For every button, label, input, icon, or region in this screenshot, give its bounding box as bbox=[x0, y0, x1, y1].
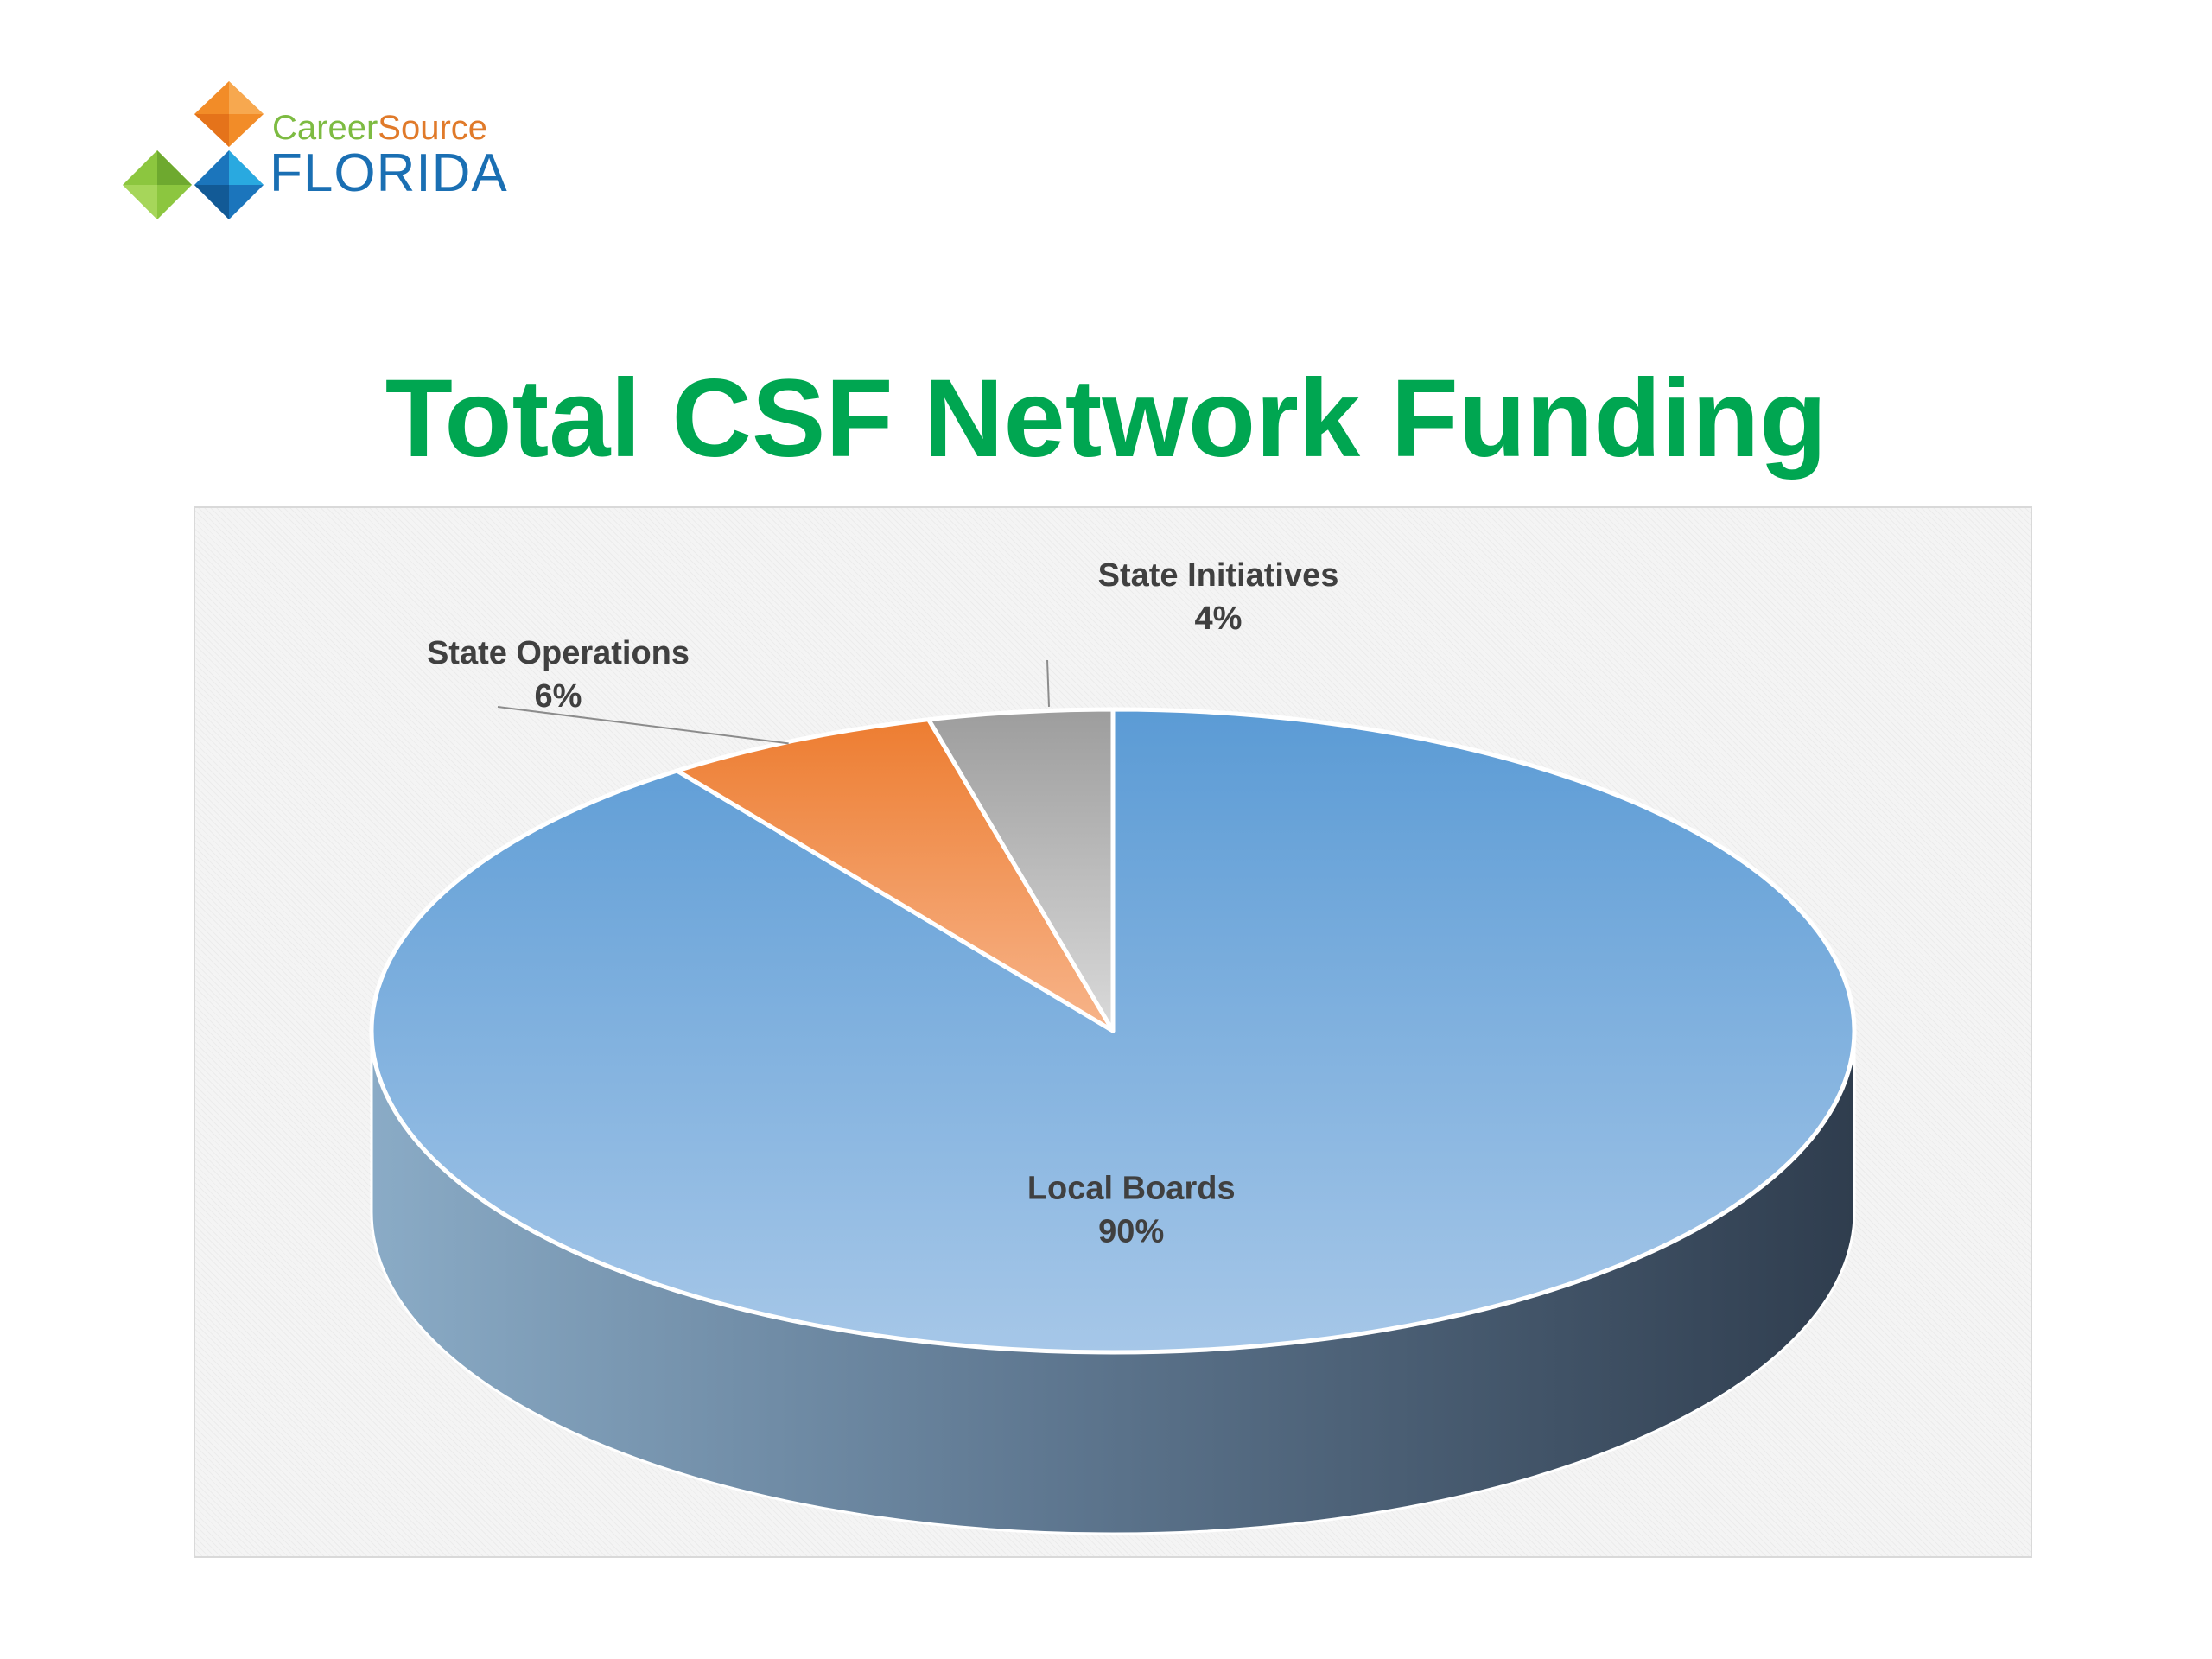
leader-line-state-operations bbox=[497, 706, 789, 745]
pie-label-state-initiatives: State Initiatives bbox=[1098, 557, 1339, 594]
logo-mark-icon bbox=[123, 81, 264, 219]
pie-chart: Local Boards 90% State Operations 6% State I… bbox=[369, 557, 1857, 1535]
pie-slice-state-operations bbox=[675, 717, 1116, 1033]
pie-slice-local-boards bbox=[369, 707, 1857, 1355]
logo-wordmark-florida: FLORIDA bbox=[270, 143, 508, 203]
logo-career-text: Career bbox=[272, 109, 378, 147]
pie-value-label-state-initiatives: 4% bbox=[1195, 601, 1243, 637]
pie-value-label-local-boards: 90% bbox=[1098, 1214, 1164, 1250]
pie-label-local-boards: Local Boards bbox=[1027, 1171, 1236, 1207]
logo-source-text: Source bbox=[378, 109, 488, 147]
logo-wordmark-careersource: CareerSource bbox=[272, 109, 487, 147]
pie-label-state-operations: State Operations bbox=[427, 635, 690, 671]
chart-plot-area: Local Boards 90% State Operations 6% State I… bbox=[194, 506, 2032, 1558]
leader-line-state-initiatives bbox=[1046, 659, 1050, 707]
pie-slice-state-initiatives bbox=[926, 707, 1116, 1033]
careersource-florida-logo: CareerSource FLORIDA bbox=[121, 78, 518, 229]
pie-value-label-state-operations: 6% bbox=[535, 678, 582, 715]
chart-title: Total CSF Network Funding bbox=[385, 357, 1827, 480]
